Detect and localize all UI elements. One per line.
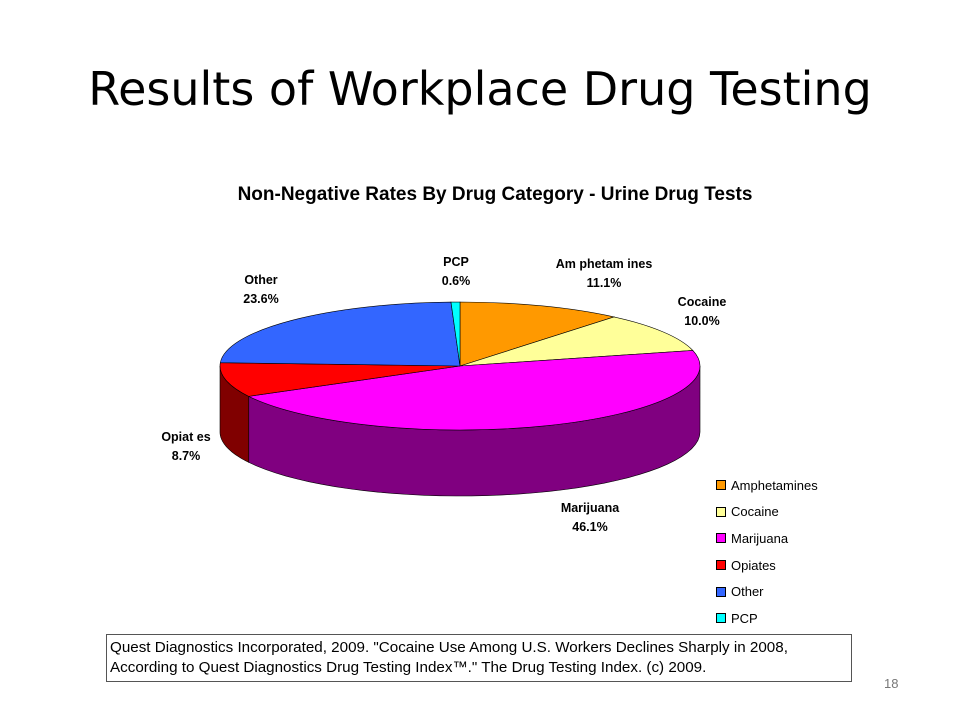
pie-slice-cocaine — [459, 316, 694, 367]
legend-item-other: Other — [716, 578, 876, 605]
slice-label-amphetamines: Am phetam ines — [556, 257, 653, 271]
pie-slice-marijuana — [247, 350, 701, 431]
pie-slice-opiates — [219, 362, 461, 397]
citation-box: Quest Diagnostics Incorporated, 2009. "C… — [106, 634, 852, 682]
slice-label-other: Other — [244, 273, 277, 287]
slice-value-pcp: 0.6% — [442, 274, 471, 288]
pie-tops — [219, 301, 701, 431]
legend-item-marijuana: Marijuana — [716, 525, 876, 552]
pie-sides — [219, 365, 701, 497]
slice-label-pcp: PCP — [443, 255, 469, 269]
pie-labels: Am phetam ines 11.1% Cocaine 10.0% Marijuana… — [161, 255, 726, 534]
legend-swatch-marijuana — [716, 533, 726, 544]
slice-value-cocaine: 10.0% — [684, 314, 719, 328]
slice-value-opiates: 8.7% — [172, 449, 201, 463]
pie-slice-other — [219, 301, 461, 367]
pie-slice-pcp — [450, 301, 461, 367]
slice-value-marijuana: 46.1% — [572, 520, 607, 534]
slice-value-amphetamines: 11.1% — [587, 276, 622, 290]
legend-swatch-pcp — [716, 613, 726, 624]
pie-slice-amphetamines — [459, 301, 616, 367]
chart-legend: Amphetamines Cocaine Marijuana Opiates Other… — [716, 472, 876, 632]
legend-swatch-opiates — [716, 560, 726, 571]
slice-value-other: 23.6% — [243, 292, 278, 306]
legend-item-amphetamines: Amphetamines — [716, 472, 876, 499]
legend-swatch-other — [716, 586, 726, 597]
slide-title: Results of Workplace Drug Testing — [88, 62, 872, 116]
legend-swatch-cocaine — [716, 506, 726, 517]
page-number: 18 — [884, 676, 899, 691]
legend-swatch-amphetamines — [716, 480, 726, 491]
legend-label-amphetamines: Amphetamines — [731, 477, 818, 493]
slice-label-marijuana: Marijuana — [561, 501, 620, 515]
slice-label-opiates: Opiat es — [161, 430, 210, 444]
citation-line-1: Quest Diagnostics Incorporated, 2009. "C… — [110, 639, 788, 656]
legend-item-cocaine: Cocaine — [716, 499, 876, 526]
chart-title: Non-Negative Rates By Drug Category - Ur… — [237, 184, 753, 205]
legend-label-marijuana: Marijuana — [731, 530, 789, 546]
legend-item-opiates: Opiates — [716, 552, 876, 579]
citation-line-2: According to Quest Diagnostics Drug Test… — [110, 659, 707, 676]
slice-label-cocaine: Cocaine — [678, 295, 727, 309]
legend-label-pcp: PCP — [731, 610, 758, 626]
legend-label-other: Other — [731, 584, 764, 600]
legend-label-opiates: Opiates — [731, 557, 776, 573]
legend-label-cocaine: Cocaine — [731, 504, 779, 520]
legend-item-pcp: PCP — [716, 605, 876, 632]
